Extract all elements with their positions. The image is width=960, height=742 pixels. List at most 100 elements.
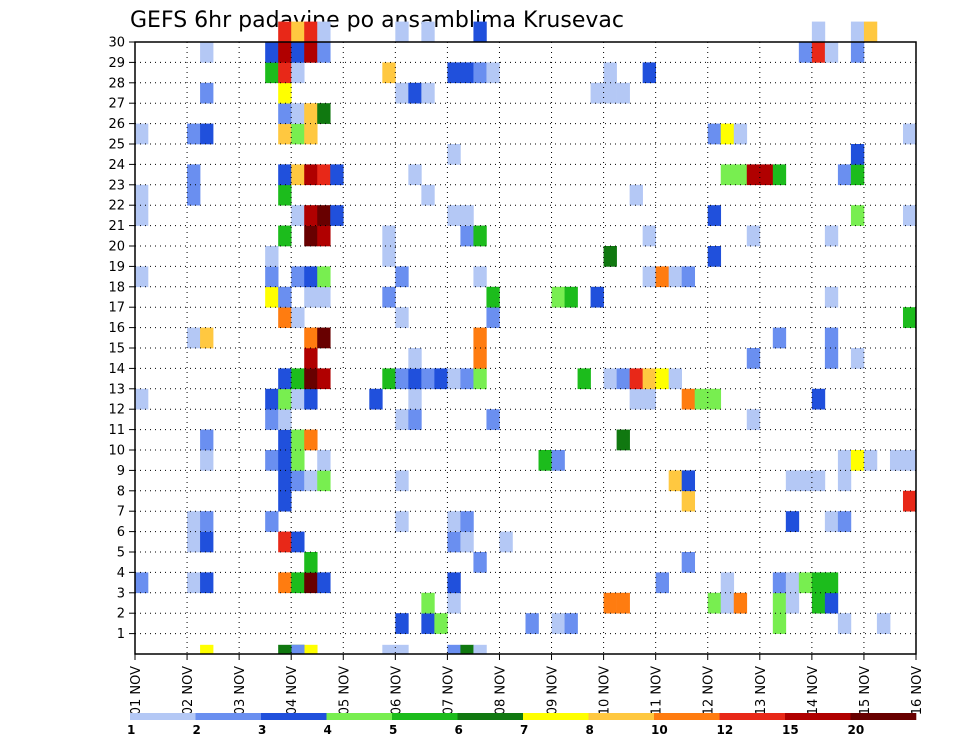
- heatmap-cell: [291, 164, 305, 186]
- heatmap-cell: [317, 266, 331, 288]
- heatmap-cell: [473, 21, 487, 43]
- heatmap-cell: [395, 511, 409, 532]
- heatmap-cell: [304, 286, 318, 308]
- heatmap-cell: [278, 123, 292, 145]
- y-tick-label: 27: [108, 97, 125, 112]
- y-tick-label: 1: [117, 627, 125, 642]
- heatmap-cell: [304, 103, 318, 124]
- heatmap-cell: [902, 450, 917, 471]
- heatmap-cell: [863, 21, 878, 43]
- heatmap-cell: [395, 266, 409, 288]
- heatmap-cell: [499, 531, 513, 553]
- heatmap-cell: [278, 82, 292, 104]
- heatmap-cell: [200, 572, 214, 594]
- colorbar-segment: [523, 713, 589, 720]
- heatmap-cell: [746, 348, 761, 369]
- y-tick-label: 3: [117, 586, 125, 601]
- colorbar-segment: [719, 713, 786, 720]
- x-tick-label: 11 NOV: [650, 666, 665, 715]
- heatmap-cell: [317, 21, 331, 43]
- heatmap-cell: [187, 123, 201, 145]
- heatmap-cell: [681, 470, 696, 492]
- heatmap-cell: [421, 82, 435, 104]
- heatmap-cell: [577, 368, 591, 390]
- heatmap-cell: [642, 266, 656, 288]
- heatmap-cell: [733, 123, 748, 145]
- heatmap-cell: [291, 644, 305, 654]
- heatmap-cell: [278, 21, 292, 43]
- heatmap-cell: [785, 470, 800, 492]
- heatmap-cell: [317, 327, 331, 349]
- heatmap-cell: [317, 286, 331, 308]
- heatmap-cell: [187, 164, 201, 186]
- heatmap-cell: [330, 205, 344, 226]
- heatmap-cell: [317, 42, 331, 63]
- heatmap-cell: [265, 42, 279, 63]
- heatmap-cell: [616, 592, 630, 614]
- heatmap-cell: [785, 592, 800, 614]
- x-tick-label: 01 NOV: [129, 666, 144, 715]
- heatmap-cell: [824, 572, 839, 594]
- heatmap-cell: [278, 388, 292, 410]
- heatmap-cell: [746, 409, 761, 430]
- heatmap-cell: [629, 184, 643, 206]
- heatmap-cell: [473, 327, 487, 349]
- heatmap-cell: [278, 368, 292, 390]
- heatmap-cell: [850, 164, 865, 186]
- heatmap-cell: [655, 266, 669, 288]
- heatmap-cell: [200, 644, 214, 654]
- heatmap-cell: [317, 572, 331, 594]
- heatmap-cell: [486, 409, 500, 430]
- heatmap-cell: [824, 42, 839, 63]
- heatmap-cell: [265, 246, 279, 267]
- heatmap-cell: [720, 592, 735, 614]
- y-tick-label: 12: [108, 403, 125, 418]
- heatmap-cell: [278, 644, 292, 654]
- x-axis-ticks: 01 NOV 02 NOV 03 NOV 04 NOV 05 NOV 06 NOV 07 N…: [129, 654, 925, 715]
- heatmap-cell: [395, 21, 409, 43]
- y-tick-label: 17: [108, 301, 125, 316]
- heatmap-cell: [278, 450, 292, 471]
- heatmap-cell: [473, 266, 487, 288]
- colorbar-label: 6: [455, 723, 463, 737]
- colorbar-segment: [850, 713, 917, 720]
- heatmap-cell: [265, 266, 279, 288]
- heatmap-cell: [590, 82, 604, 104]
- heatmap-cell: [720, 572, 735, 594]
- heatmap-cell: [824, 511, 839, 532]
- heatmap-cell: [304, 327, 318, 349]
- heatmap-cell: [395, 307, 409, 328]
- heatmap-cell: [447, 644, 461, 654]
- heatmap-cell: [304, 164, 318, 186]
- heatmap-cell: [473, 62, 487, 84]
- heatmap-cell: [681, 388, 696, 410]
- heatmap-cell: [642, 368, 656, 390]
- heatmap-cell: [200, 327, 214, 349]
- x-tick-label: 08 NOV: [493, 666, 508, 715]
- heatmap-cell: [811, 42, 826, 63]
- y-tick-label: 30: [108, 36, 125, 51]
- heatmap-cell: [291, 429, 305, 451]
- heatmap-cell: [421, 613, 435, 634]
- heatmap-cell: [759, 164, 774, 186]
- colorbar-label: 5: [389, 723, 397, 737]
- colorbar-label: 15: [782, 723, 799, 737]
- x-tick-label: 12 NOV: [702, 666, 717, 715]
- colorbar-segment: [785, 713, 851, 720]
- y-tick-label: 25: [108, 138, 125, 153]
- heatmap-cell: [135, 572, 149, 594]
- heatmap-cell: [135, 266, 149, 288]
- heatmap-cell: [850, 42, 865, 63]
- heatmap-cell: [291, 266, 305, 288]
- heatmap-cell: [603, 82, 617, 104]
- heatmap-cell: [837, 450, 852, 471]
- heatmap-cell: [395, 368, 409, 390]
- heatmap-cell: [707, 205, 722, 226]
- heatmap-cell: [707, 592, 722, 614]
- y-tick-label: 2: [117, 607, 125, 622]
- x-tick-label: 04 NOV: [285, 666, 300, 715]
- heatmap-cell: [460, 368, 474, 390]
- heatmap-cell: [382, 368, 396, 390]
- heatmap-cell: [642, 388, 656, 410]
